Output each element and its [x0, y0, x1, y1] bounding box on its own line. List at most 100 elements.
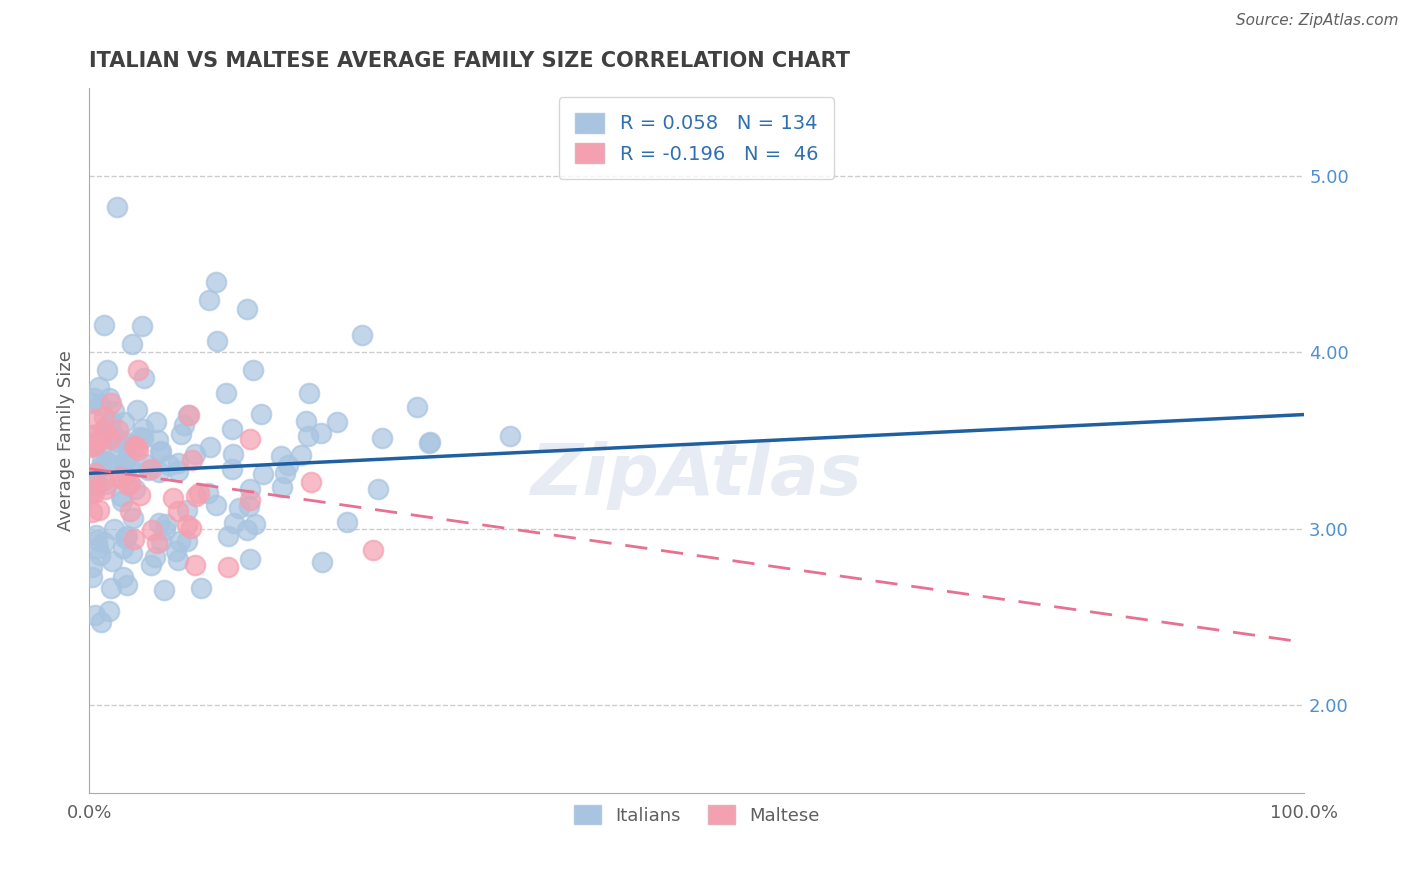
Point — [167, 465, 190, 479]
Point — [117, 478, 139, 492]
Point — [82, 570, 104, 584]
Point — [93, 410, 115, 425]
Point — [169, 533, 191, 548]
Point — [243, 516, 266, 531]
Point — [309, 425, 332, 440]
Point — [84, 438, 107, 452]
Point — [127, 363, 149, 377]
Point — [90, 460, 112, 475]
Point — [111, 541, 134, 556]
Point — [87, 541, 110, 556]
Point — [271, 479, 294, 493]
Point — [197, 486, 219, 500]
Point — [242, 362, 264, 376]
Point — [170, 427, 193, 442]
Point — [419, 435, 441, 450]
Point — [98, 417, 121, 431]
Point — [86, 478, 108, 492]
Point — [221, 462, 243, 476]
Point — [117, 529, 139, 543]
Point — [499, 429, 522, 443]
Point — [132, 422, 155, 436]
Point — [205, 334, 228, 348]
Point — [215, 386, 238, 401]
Point — [79, 440, 101, 454]
Point — [145, 415, 167, 429]
Point — [224, 516, 246, 531]
Point — [249, 407, 271, 421]
Point — [132, 371, 155, 385]
Point — [90, 454, 112, 468]
Point — [184, 558, 207, 572]
Point — [121, 337, 143, 351]
Point — [84, 412, 107, 426]
Point — [118, 458, 141, 472]
Point — [98, 604, 121, 618]
Point — [298, 385, 321, 400]
Point — [94, 482, 117, 496]
Point — [120, 504, 142, 518]
Point — [166, 553, 188, 567]
Point — [148, 516, 170, 530]
Point — [148, 465, 170, 479]
Point — [143, 550, 166, 565]
Point — [217, 560, 239, 574]
Point — [108, 469, 131, 483]
Point — [90, 615, 112, 630]
Point — [239, 432, 262, 446]
Point — [235, 523, 257, 537]
Point — [80, 486, 103, 500]
Legend: Italians, Maltese: Italians, Maltese — [565, 797, 828, 834]
Point — [273, 466, 295, 480]
Point — [367, 482, 389, 496]
Point — [197, 293, 219, 308]
Point — [236, 301, 259, 316]
Point — [124, 532, 146, 546]
Text: ZipAtlas: ZipAtlas — [530, 442, 862, 510]
Point — [153, 583, 176, 598]
Point — [115, 467, 138, 481]
Point — [295, 414, 318, 428]
Point — [238, 499, 260, 513]
Point — [83, 485, 105, 500]
Point — [222, 446, 245, 460]
Point — [118, 475, 141, 490]
Point — [149, 444, 172, 458]
Point — [96, 418, 118, 433]
Point — [146, 434, 169, 448]
Text: Source: ZipAtlas.com: Source: ZipAtlas.com — [1236, 13, 1399, 29]
Point — [176, 534, 198, 549]
Point — [122, 510, 145, 524]
Point — [110, 489, 132, 503]
Point — [79, 469, 101, 483]
Point — [110, 470, 132, 484]
Point — [184, 489, 207, 503]
Point — [252, 467, 274, 482]
Point — [103, 427, 125, 442]
Point — [117, 578, 139, 592]
Point — [405, 400, 427, 414]
Point — [131, 319, 153, 334]
Point — [94, 454, 117, 468]
Point — [111, 493, 134, 508]
Point — [228, 501, 250, 516]
Point — [100, 582, 122, 596]
Point — [84, 477, 107, 491]
Point — [114, 434, 136, 449]
Point — [141, 462, 163, 476]
Point — [167, 504, 190, 518]
Point — [107, 423, 129, 437]
Point — [181, 452, 204, 467]
Point — [83, 439, 105, 453]
Point — [239, 552, 262, 566]
Point — [93, 318, 115, 332]
Point — [117, 438, 139, 452]
Point — [89, 549, 111, 563]
Point — [97, 456, 120, 470]
Point — [157, 458, 180, 473]
Point — [134, 457, 156, 471]
Point — [124, 482, 146, 496]
Point — [100, 413, 122, 427]
Point — [94, 477, 117, 491]
Y-axis label: Average Family Size: Average Family Size — [58, 350, 75, 531]
